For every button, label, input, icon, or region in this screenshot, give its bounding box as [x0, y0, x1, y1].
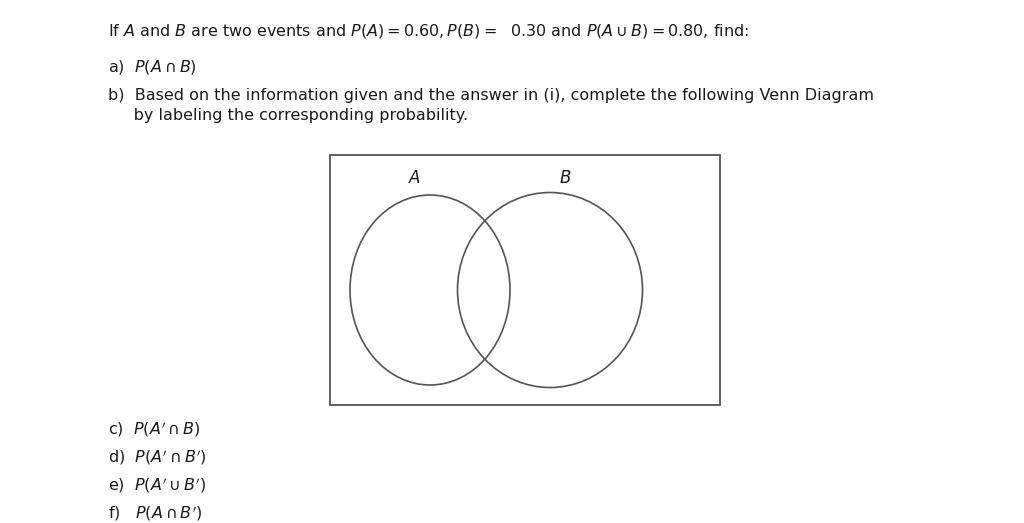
Text: $A$: $A$ — [409, 170, 422, 187]
Text: $B$: $B$ — [559, 170, 571, 187]
Text: d)  $P(A^{\prime} \cap B^{\prime})$: d) $P(A^{\prime} \cap B^{\prime})$ — [108, 448, 207, 467]
Text: e)  $P(A^{\prime} \cup B^{\prime})$: e) $P(A^{\prime} \cup B^{\prime})$ — [108, 476, 206, 495]
Text: by labeling the corresponding probability.: by labeling the corresponding probabilit… — [108, 108, 468, 123]
Bar — [330, 155, 720, 405]
Text: b)  Based on the information given and the answer in (i), complete the following: b) Based on the information given and th… — [108, 88, 874, 103]
Text: f)   $P(A \cap B^{\prime})$: f) $P(A \cap B^{\prime})$ — [108, 504, 203, 523]
Text: If $A$ and $B$ are two events and $P(A) = 0.60, P(B) =\ \ 0.30$ and $P(A \cup B): If $A$ and $B$ are two events and $P(A) … — [108, 22, 749, 40]
Text: c)  $P(A^{\prime} \cap B)$: c) $P(A^{\prime} \cap B)$ — [108, 420, 201, 439]
Text: a)  $P(A \cap B)$: a) $P(A \cap B)$ — [108, 58, 197, 76]
